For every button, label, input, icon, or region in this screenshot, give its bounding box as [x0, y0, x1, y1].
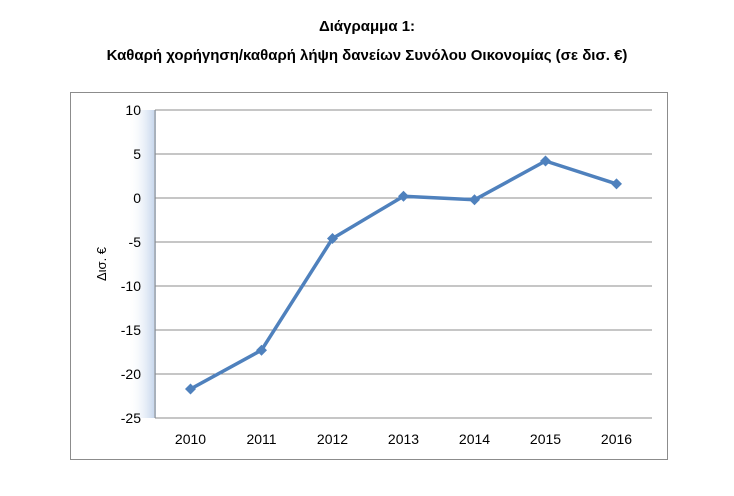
y-tick-label: 5 — [133, 146, 141, 162]
x-tick-label: 2012 — [317, 431, 348, 447]
y-tick-label: 10 — [125, 102, 141, 118]
y-tick-label: -10 — [121, 278, 141, 294]
axis-shading — [128, 110, 156, 418]
y-tick-label: -5 — [129, 234, 142, 250]
y-tick-label: -20 — [121, 366, 141, 382]
y-axis-label: Δισ. € — [94, 246, 109, 281]
y-tick-label: -25 — [121, 410, 141, 426]
data-point-2016 — [611, 178, 622, 190]
y-tick-label: 0 — [133, 190, 141, 206]
chart-subtitle: Καθαρή χορήγηση/καθαρή λήψη δανείων Συνό… — [106, 47, 628, 64]
x-tick-label: 2010 — [175, 431, 206, 447]
x-axis-ticks: 2010 2011 2012 2013 2014 2015 2016 — [175, 431, 632, 447]
x-tick-label: 2016 — [601, 431, 632, 447]
data-point-2011 — [256, 344, 267, 356]
y-axis-ticks: 10 5 0 -5 -10 -15 -20 -25 — [121, 102, 141, 426]
chart-frame — [70, 92, 668, 460]
y-tick-label: -15 — [121, 322, 141, 338]
data-point-2014 — [469, 194, 480, 206]
x-tick-label: 2013 — [388, 431, 419, 447]
data-point-2013 — [398, 190, 409, 202]
series-group — [185, 155, 622, 395]
gridlines — [154, 109, 652, 419]
data-point-2012 — [327, 232, 338, 244]
chart-title: Διάγραμμα 1: — [318, 18, 416, 35]
x-tick-label: 2014 — [459, 431, 490, 447]
x-tick-label: 2015 — [530, 431, 561, 447]
x-tick-label: 2011 — [246, 431, 276, 447]
data-point-2010 — [185, 383, 196, 395]
data-point-2015 — [540, 155, 551, 167]
